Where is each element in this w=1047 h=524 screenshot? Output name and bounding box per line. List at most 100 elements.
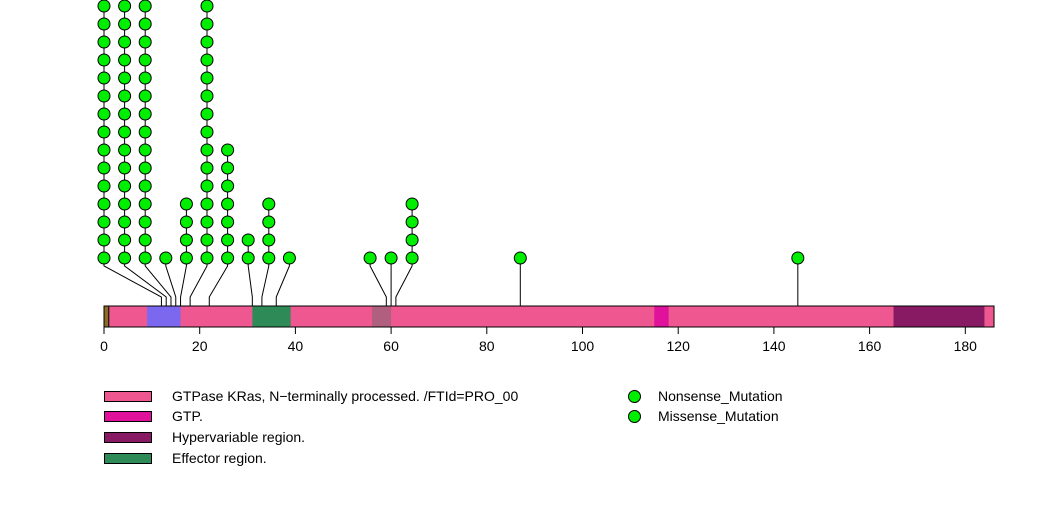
mutation-dot-16-1 [179,251,193,265]
mutation-dot-18-1 [200,251,214,265]
mutation-dot-33-2 [262,233,276,247]
mutation-dot-61-2 [405,233,419,247]
mutation-dot-14-10 [138,89,152,103]
mutation-dot-16-4 [179,197,193,211]
mutation-dot-18-8 [200,125,214,139]
mutation-dot-14-14 [138,17,152,31]
mutation-dot-12-13 [97,35,111,49]
mutation-dot-12-7 [97,143,111,157]
mutation-dot-14-3 [138,215,152,229]
mutation-dot-14-5 [138,179,152,193]
legend-swatch-gtp [104,411,152,422]
mutation-dot-18-2 [200,233,214,247]
x-tick-label-0: 0 [100,338,108,354]
domain-1 [108,305,995,328]
x-tick-label-160: 160 [858,338,882,354]
mutation-dot-33-4 [262,197,276,211]
x-tick-label-120: 120 [667,338,691,354]
mutation-dot-18-15 [200,0,214,13]
legend-swatch-gtpase [104,391,152,402]
x-tick-label-20: 20 [192,338,208,354]
legend-label-nonsense: Nonsense_Mutation [658,388,783,404]
mutation-dot-16-2 [179,233,193,247]
mutation-dot-60-1 [384,251,398,265]
mutation-dot-13-13 [118,35,132,49]
mutation-dot-22-7 [221,143,235,157]
mutation-dot-14-1 [138,251,152,265]
mutation-dot-14-6 [138,161,152,175]
mutation-dot-13-9 [118,107,132,121]
mutation-dot-12-8 [97,125,111,139]
mutation-dot-22-5 [221,179,235,193]
mutation-dot-13-5 [118,179,132,193]
mutation-dot-33-3 [262,215,276,229]
mutation-dot-18-13 [200,35,214,49]
mutation-dot-18-9 [200,107,214,121]
mutation-dot-12-15 [97,0,111,13]
mutation-dot-22-2 [221,233,235,247]
mutation-dot-14-4 [138,197,152,211]
mutation-dot-14-12 [138,53,152,67]
mutation-dot-22-3 [221,215,235,229]
mutation-dot-12-2 [97,233,111,247]
mutation-dot-18-4 [200,197,214,211]
mutation-dot-13-6 [118,161,132,175]
mutation-dot-12-3 [97,215,111,229]
mutation-dot-14-8 [138,125,152,139]
mutation-dot-61-4 [405,197,419,211]
mutation-dot-59-1 [363,251,377,265]
domain-0 [104,306,109,327]
mutation-dot-12-11 [97,71,111,85]
x-tick-label-80: 80 [479,338,495,354]
mutation-dot-16-3 [179,215,193,229]
x-tick-label-40: 40 [288,338,304,354]
mutation-dots [97,0,805,265]
x-axis: 0 20 40 60 80 100 120 140 160 180 [100,326,977,354]
mutation-dot-13-10 [118,89,132,103]
mutation-dot-18-7 [200,143,214,157]
mutation-dot-12-10 [97,89,111,103]
mutation-dot-13-2 [118,233,132,247]
mutation-dot-14-11 [138,71,152,85]
mutation-dot-13-1 [118,251,132,265]
domain-4 [371,306,392,327]
mutation-dot-12-1 [97,251,111,265]
mutation-dot-18-5 [200,179,214,193]
mutation-dot-14-13 [138,35,152,49]
mutation-stem-12 [103,6,162,327]
legend-swatch-effector [104,453,152,464]
mutation-dot-61-3 [405,215,419,229]
mutation-dot-18-11 [200,71,214,85]
mutation-dot-12-14 [97,17,111,31]
mutation-dot-61-1 [405,251,419,265]
mutation-dot-36-1 [282,251,296,265]
mutation-dot-12-6 [97,161,111,175]
domain-5 [654,306,669,327]
mutation-dot-14-9 [138,107,152,121]
mutation-dot-87-1 [513,251,527,265]
mutation-dot-14-7 [138,143,152,157]
legend-label-effector: Effector region. [172,450,267,466]
x-tick-label-140: 140 [762,338,786,354]
legend-label-gtpase: GTPase KRas, N−terminally processed. /FT… [172,388,519,404]
x-tick-label-100: 100 [571,338,595,354]
mutation-dot-18-3 [200,215,214,229]
mutation-dot-145-1 [791,251,805,265]
legend-swatch-hypervariable [104,432,152,443]
mutation-dot-13-3 [118,215,132,229]
mutation-dot-13-8 [118,125,132,139]
mutation-dot-22-6 [221,161,235,175]
protein-bar [103,305,995,328]
legend-dot-missense [628,410,641,423]
mutation-dot-33-1 [262,251,276,265]
mutation-dot-14-15 [138,0,152,13]
mutation-dot-31-1 [241,251,255,265]
mutation-dot-13-11 [118,71,132,85]
legend-dot-nonsense [628,390,641,403]
mutation-dot-15-1 [159,251,173,265]
mutation-dot-12-5 [97,179,111,193]
mutation-dot-18-10 [200,89,214,103]
mutation-dot-12-9 [97,107,111,121]
mutation-dot-31-2 [241,233,255,247]
